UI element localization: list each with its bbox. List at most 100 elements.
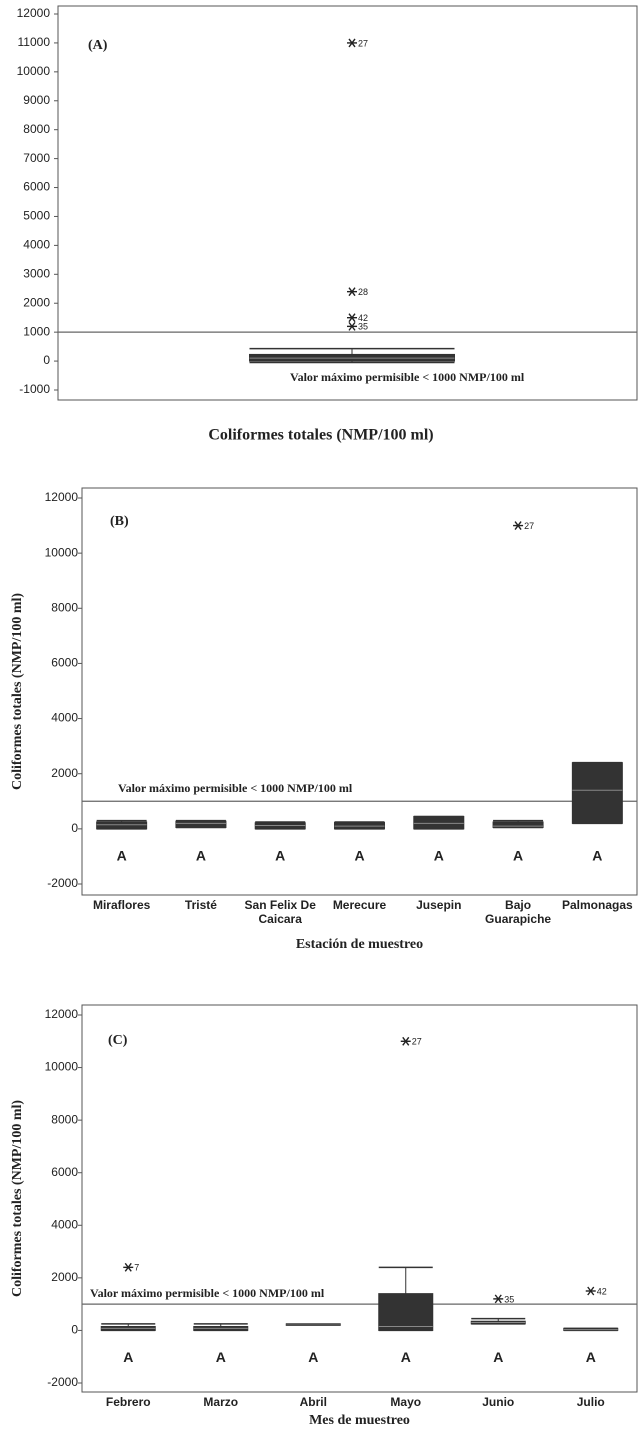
group-letter: A (354, 848, 364, 864)
y-tick-label: 4000 (51, 711, 78, 725)
outlier (493, 1294, 504, 1304)
outlier-star (348, 38, 356, 48)
outlier-id: 35 (504, 1294, 514, 1304)
y-tick-label: 0 (71, 1323, 78, 1337)
outlier-star (348, 313, 356, 323)
x-tick-label: San Felix De Caicara (244, 898, 316, 926)
y-tick-label: 8000 (51, 1112, 78, 1126)
outlier-id: 27 (524, 521, 534, 531)
reference-label: Valor máximo permisible < 1000 NMP/100 m… (118, 781, 353, 795)
y-tick-label: 2000 (23, 295, 50, 309)
box (571, 762, 623, 824)
y-tick-label: 10000 (17, 64, 51, 78)
y-tick-label: 9000 (23, 93, 50, 107)
outlier (513, 521, 524, 530)
group-letter: A (434, 848, 444, 864)
outlier-id: 42 (597, 1286, 607, 1296)
y-tick-label: 4000 (23, 238, 50, 252)
box (492, 821, 544, 828)
x-tick-label: Junio (482, 1395, 515, 1409)
y-tick-label: 6000 (51, 1165, 78, 1179)
y-tick-label: 0 (71, 821, 78, 835)
reference-label: Valor máximo permisible < 1000 NMP/100 m… (90, 1286, 325, 1300)
y-tick-label: 10000 (45, 1060, 79, 1074)
x-axis-title: Mes de muestreo (309, 1413, 410, 1428)
outlier (347, 287, 357, 297)
outlier-star (587, 1286, 595, 1296)
group-letter: A (216, 1349, 226, 1365)
outlier-star (402, 1036, 410, 1046)
group-letter: A (123, 1349, 133, 1365)
y-tick-label: 6000 (51, 656, 78, 670)
y-tick-label: 11000 (18, 35, 51, 49)
x-tick-label: Marzo (203, 1395, 239, 1409)
x-tick-label: Abril (299, 1395, 327, 1409)
group-letter: A (513, 848, 523, 864)
outlier (347, 321, 357, 331)
group-letter: A (586, 1349, 596, 1365)
x-tick-label: Tristé (184, 898, 217, 912)
box (96, 821, 148, 830)
y-tick-label: 8000 (51, 600, 78, 614)
x-tick-label: Julio (576, 1395, 605, 1409)
outlier (347, 38, 357, 48)
outlier-id: 42 (358, 313, 368, 323)
outlier (585, 1286, 596, 1296)
panel-label: (C) (108, 1033, 128, 1048)
y-tick-label: 0 (43, 353, 50, 367)
box (378, 1293, 434, 1331)
y-tick-label: 2000 (51, 1270, 78, 1284)
y-tick-label: 2000 (51, 766, 78, 780)
y-axis-title: Coliformes totales (NMP/100 ml) (10, 593, 25, 790)
box (175, 820, 227, 828)
outlier-star (514, 521, 522, 530)
outlier (400, 1036, 411, 1046)
outlier-star (494, 1294, 502, 1304)
y-tick-label: 12000 (17, 6, 51, 20)
x-axis-title: Coliformes totales (NMP/100 ml) (208, 427, 433, 444)
outlier-id: 7 (134, 1263, 139, 1273)
y-tick-label: -1000 (19, 382, 50, 396)
group-letter: A (308, 1349, 318, 1365)
outlier-id: 35 (358, 322, 368, 332)
y-tick-label: 7000 (23, 151, 50, 165)
x-tick-label: Merecure (332, 898, 387, 912)
group-letter: A (592, 848, 602, 864)
y-tick-label: 6000 (23, 180, 50, 194)
x-axis-title: Estación de muestreo (296, 937, 423, 952)
y-tick-label: 12000 (45, 490, 79, 504)
outlier-star (124, 1262, 132, 1272)
group-letter: A (401, 1349, 411, 1365)
panel-label: (B) (110, 514, 129, 529)
group-letter: A (493, 1349, 503, 1365)
box (413, 815, 465, 830)
y-tick-label: 12000 (45, 1007, 79, 1021)
plot-frame (57, 5, 638, 401)
reference-label: Valor máximo permisible < 1000 NMP/100 m… (290, 370, 525, 384)
x-tick-label: Jusepin (416, 898, 462, 912)
x-tick-label: Mayo (390, 1395, 422, 1409)
x-tick-label: Bajo Guarapiche (485, 898, 552, 926)
plot-frame (81, 1004, 638, 1393)
x-tick-label: Palmonagas (561, 898, 633, 912)
y-tick-label: 8000 (23, 122, 50, 136)
panel-label: (A) (88, 38, 108, 53)
outlier (347, 313, 357, 323)
outlier-id: 28 (358, 287, 368, 297)
x-tick-label: Miraflores (92, 898, 151, 912)
y-tick-label: 5000 (23, 209, 50, 223)
outlier-id: 27 (412, 1037, 422, 1047)
y-axis-title: Coliformes totales (NMP/100 ml) (10, 1100, 25, 1297)
group-letter: A (196, 848, 206, 864)
outlier-star (348, 321, 356, 331)
group-letter: A (117, 848, 127, 864)
y-tick-label: 10000 (45, 545, 79, 559)
y-tick-label: 1000 (23, 324, 50, 338)
group-letter: A (275, 848, 285, 864)
outlier-star (348, 287, 356, 297)
x-tick-label: Febrero (105, 1395, 151, 1409)
outlier (123, 1262, 134, 1272)
y-tick-label: 4000 (51, 1217, 78, 1231)
